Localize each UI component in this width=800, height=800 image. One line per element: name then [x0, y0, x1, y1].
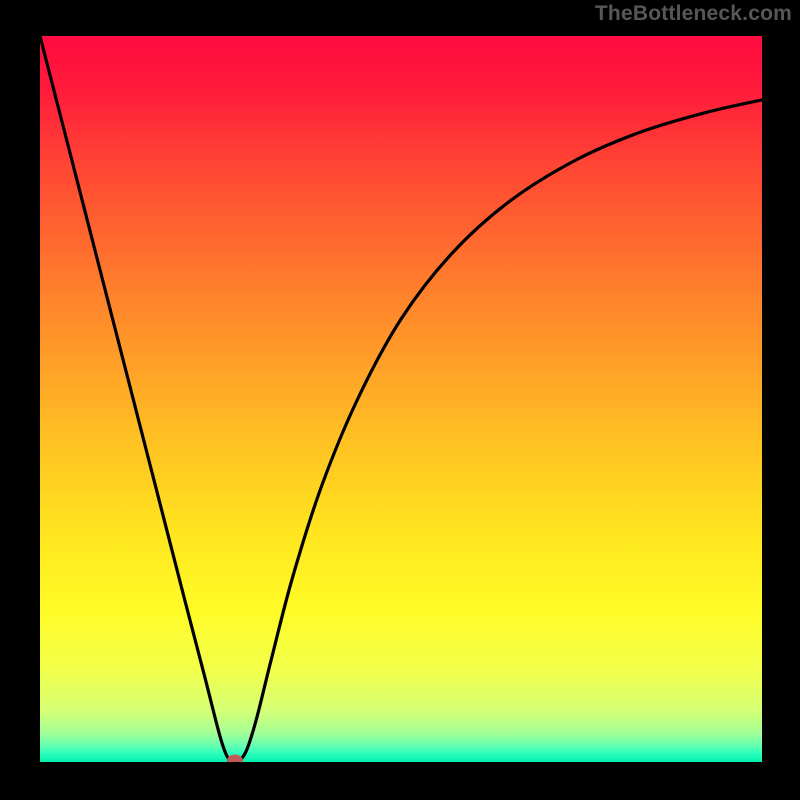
bottleneck-chart [40, 36, 762, 762]
figure-container: TheBottleneck.com [0, 0, 800, 800]
watermark-label: TheBottleneck.com [595, 2, 792, 26]
plot-background [40, 36, 762, 762]
